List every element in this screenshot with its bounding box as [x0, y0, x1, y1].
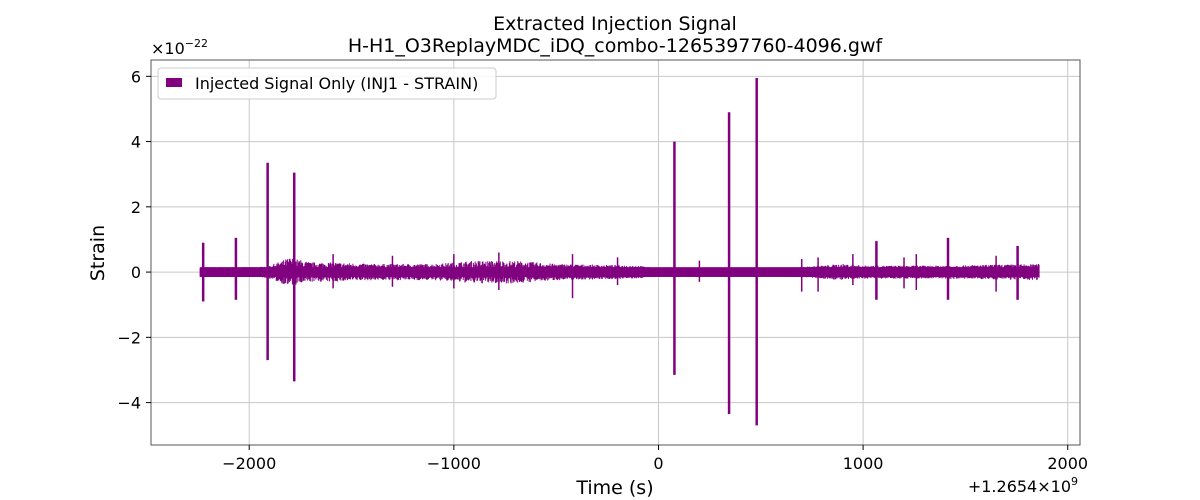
legend-swatch	[166, 78, 182, 87]
y-tick-label: 4	[131, 133, 141, 152]
legend-label: Injected Signal Only (INJ1 - STRAIN)	[195, 74, 478, 93]
signal-trace	[199, 77, 1040, 426]
x-axis-ticks: −2000 −1000 0 1000 2000	[222, 445, 1088, 473]
chart-subtitle: H-H1_O3ReplayMDC_iDQ_combo-1265397760-40…	[348, 35, 884, 57]
x-tick-label: −1000	[427, 454, 481, 473]
y-tick-label: 2	[131, 198, 141, 217]
y-tick-label: −2	[117, 328, 141, 347]
y-axis-ticks: −4 −2 0 2 4 6	[117, 67, 151, 413]
y-tick-label: 0	[131, 263, 141, 282]
legend: Injected Signal Only (INJ1 - STRAIN)	[157, 67, 497, 100]
y-axis-label: Strain	[87, 225, 109, 281]
grid-lines	[151, 60, 1080, 445]
signal-core-band	[200, 267, 1040, 277]
y-tick-label: −4	[117, 394, 141, 413]
x-tick-label: 2000	[1047, 454, 1088, 473]
plot-frame	[150, 59, 1081, 446]
y-scale-factor: ×10−22	[151, 37, 208, 58]
x-tick-label: 0	[653, 454, 663, 473]
x-offset-label: +1.2654×109	[968, 475, 1078, 496]
x-tick-label: −2000	[222, 454, 276, 473]
legend-box	[157, 67, 497, 100]
x-tick-label: 1000	[843, 454, 884, 473]
chart-title: Extracted Injection Signal	[493, 13, 737, 35]
y-tick-label: 6	[131, 67, 141, 86]
x-axis-label: Time (s)	[575, 477, 653, 499]
